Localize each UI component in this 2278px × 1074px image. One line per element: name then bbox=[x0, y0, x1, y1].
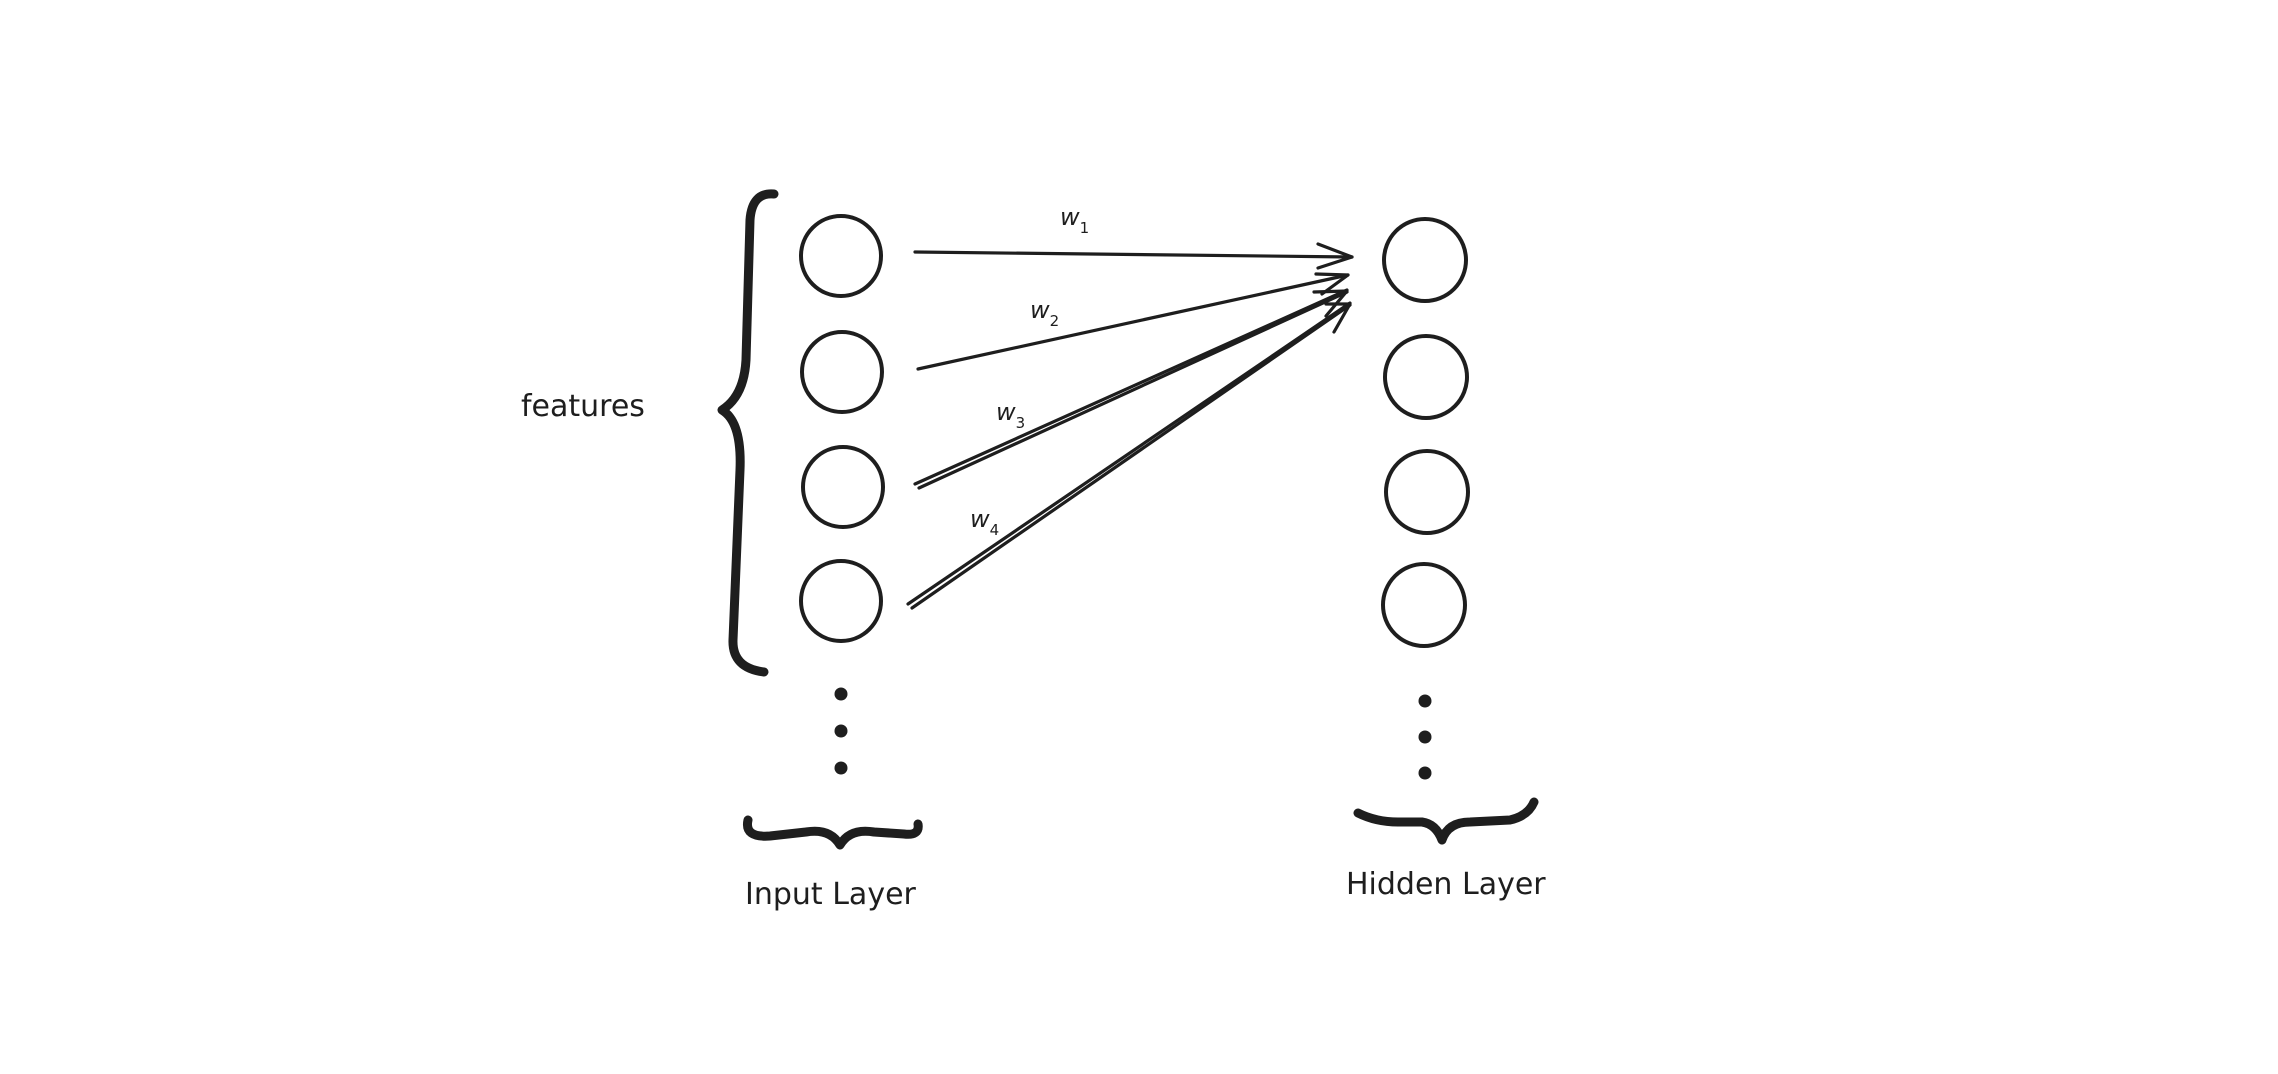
arrowhead-icon bbox=[1324, 302, 1352, 334]
ellipsis-dot bbox=[834, 687, 848, 701]
weight-arrow-w3-stroke bbox=[917, 290, 1349, 490]
hidden-node bbox=[1382, 217, 1468, 303]
weight-arrows bbox=[906, 242, 1354, 610]
hidden-node bbox=[1381, 562, 1467, 648]
hidden-layer-brace bbox=[1353, 797, 1539, 845]
hidden-ellipsis-dots bbox=[1418, 694, 1432, 780]
weight-label-w1: w1 bbox=[1060, 203, 1089, 237]
input-layer-brace bbox=[742, 815, 923, 850]
weight-arrow-w4 bbox=[906, 301, 1352, 606]
input-layer-label: Input Layer bbox=[745, 877, 917, 912]
ellipsis-dot bbox=[834, 724, 848, 738]
arrowhead-icon bbox=[1316, 242, 1354, 270]
weight-labels: w1 w2 w3 w4 bbox=[970, 203, 1089, 539]
input-node bbox=[799, 559, 883, 643]
arrowhead-icon bbox=[1314, 272, 1350, 296]
weight-label-w2: w2 bbox=[1030, 296, 1059, 330]
input-layer-nodes bbox=[799, 214, 885, 643]
hidden-layer-label: Hidden Layer bbox=[1346, 867, 1546, 902]
hidden-node bbox=[1383, 334, 1469, 420]
weight-label-w4: w4 bbox=[970, 505, 999, 539]
ellipsis-dot bbox=[1418, 694, 1432, 708]
weight-arrow-w4-stroke bbox=[910, 303, 1352, 610]
ellipsis-dot bbox=[1418, 766, 1432, 780]
weight-arrow-w3 bbox=[913, 288, 1349, 486]
input-node bbox=[799, 214, 883, 298]
features-label: features bbox=[521, 389, 645, 424]
features-brace bbox=[717, 189, 779, 677]
arrowhead-icon bbox=[1312, 289, 1349, 318]
input-ellipsis-dots bbox=[834, 687, 848, 775]
weight-arrow-w1 bbox=[913, 250, 1354, 259]
ellipsis-dot bbox=[834, 761, 848, 775]
hidden-node bbox=[1384, 449, 1470, 535]
ellipsis-dot bbox=[1418, 730, 1432, 744]
input-node bbox=[801, 445, 885, 529]
weight-label-w3: w3 bbox=[996, 398, 1025, 432]
weight-arrow-w2 bbox=[916, 273, 1350, 371]
hidden-layer-nodes bbox=[1381, 217, 1470, 648]
input-node bbox=[800, 330, 884, 414]
